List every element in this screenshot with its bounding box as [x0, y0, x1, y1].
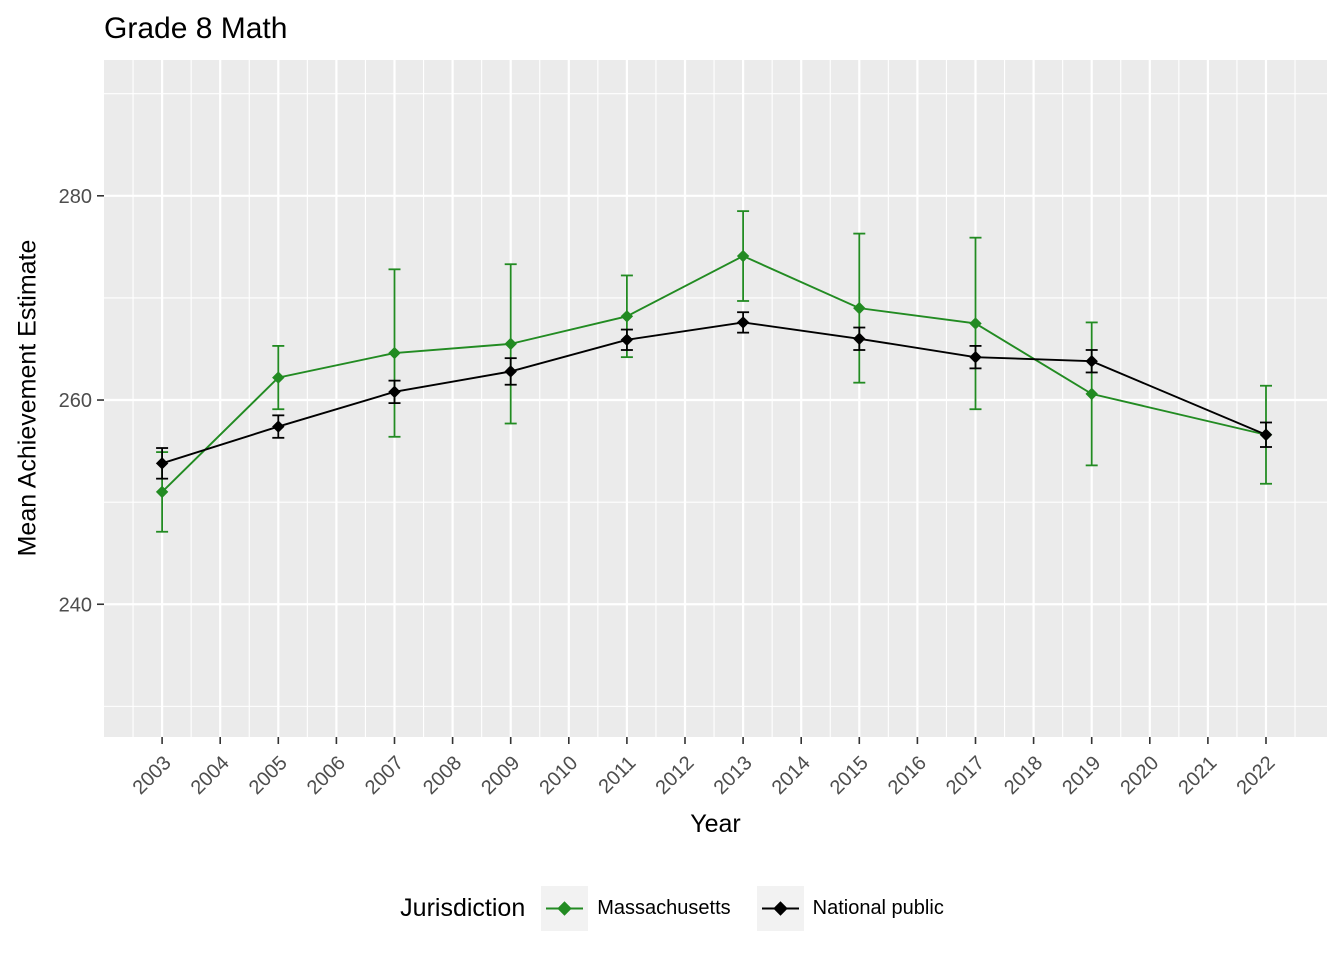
data-point-national-public: [1259, 428, 1273, 441]
x-tick-label: 2007: [361, 752, 408, 799]
data-point-national-public: [504, 365, 517, 378]
data-point-massachusetts: [969, 317, 982, 330]
x-tick-label: 2014: [768, 752, 815, 799]
legend: Jurisdiction Massachusetts National publ…: [0, 880, 1344, 936]
x-tick-label: 2021: [1174, 752, 1221, 799]
data-point-massachusetts: [736, 249, 750, 263]
data-point-national-public: [736, 316, 750, 329]
data-point-national-public: [620, 333, 634, 346]
x-tick-label: 2020: [1116, 752, 1163, 799]
x-tick-label: 2006: [303, 752, 350, 799]
x-tick-label: 2017: [942, 752, 989, 799]
panel-background: [104, 60, 1327, 737]
x-tick-label: 2003: [129, 752, 176, 799]
legend-item-national-public: National public: [756, 885, 944, 931]
data-point-massachusetts: [388, 346, 401, 360]
x-tick-label: 2009: [477, 752, 524, 799]
x-tick-label: 2012: [652, 752, 699, 799]
series-line-national-public: [161, 321, 1267, 465]
x-tick-label: 2018: [1000, 752, 1047, 799]
data-point-national-public: [1085, 355, 1098, 368]
x-tick-label: 2022: [1233, 752, 1280, 799]
legend-label-national-public: National public: [812, 896, 944, 919]
data-point-massachusetts: [853, 301, 866, 315]
data-point-national-public: [272, 420, 285, 433]
y-tick-label: 240: [59, 594, 92, 616]
plot-title: Grade 8 Math: [104, 12, 288, 45]
data-point-massachusetts: [272, 371, 285, 384]
data-point-national-public: [969, 350, 982, 364]
x-tick-label: 2016: [884, 752, 931, 799]
x-tick-label: 2019: [1058, 752, 1105, 799]
data-point-national-public: [388, 385, 401, 399]
x-tick-label: 2004: [187, 752, 234, 799]
national-public-key-icon: [756, 885, 804, 931]
x-tick-label: 2015: [826, 752, 873, 799]
x-tick-label: 2008: [419, 752, 466, 799]
massachusetts-key-icon: [541, 885, 589, 931]
x-tick-label: 2005: [245, 752, 292, 799]
data-point-massachusetts: [620, 310, 634, 323]
data-point-massachusetts: [1085, 387, 1098, 401]
legend-item-massachusetts: Massachusetts: [541, 885, 731, 931]
x-tick-label: 2011: [594, 752, 640, 798]
y-tick-label: 260: [59, 390, 92, 412]
data-point-massachusetts: [504, 337, 517, 351]
x-tick-label: 2013: [710, 752, 757, 799]
x-axis-title: Year: [690, 810, 741, 838]
legend-title: Jurisdiction: [400, 893, 526, 922]
y-axis-title: Mean Achievement Estimate: [13, 239, 42, 557]
legend-label-massachusetts: Massachusetts: [597, 896, 731, 919]
x-tick-label: 2010: [535, 752, 582, 799]
chart-canvas: 2003 2004 2005 2006 2007 2008 2009 2010 2011 2012…: [59, 60, 1327, 799]
y-tick-label: 280: [59, 186, 92, 208]
data-point-national-public: [853, 332, 866, 345]
data-point-national-public: [155, 457, 169, 470]
data-point-massachusetts: [155, 485, 169, 499]
